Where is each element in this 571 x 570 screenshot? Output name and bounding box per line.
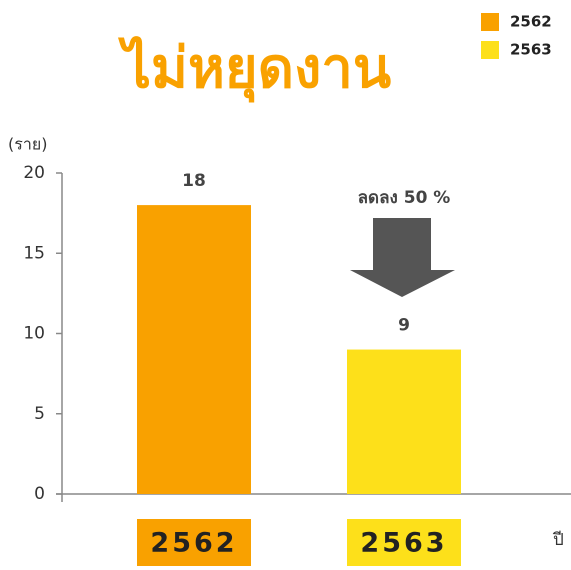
legend-label: 2563 [510,41,552,59]
legend-swatch [481,13,499,31]
y-tick-label: 15 [23,243,45,263]
data-label: 18 [182,171,206,191]
annotation: ลดลง 50 % [358,188,451,208]
arrow [350,218,455,297]
bar [137,205,251,494]
x-axis-label: ปี [552,530,564,550]
x-tick-label: 2563 [360,528,447,559]
chart-title: ไม่หยุดงาน [118,35,391,103]
y-tick-label: 5 [34,404,45,424]
y-tick-label: 0 [34,484,45,504]
legend-label: 2562 [510,13,552,31]
category-box [137,519,251,566]
x-tick-label: 2562 [150,528,237,559]
legend-swatch [481,41,499,59]
y-axis-label: (ราย) [8,135,47,154]
y-tick-label: 20 [23,163,45,183]
y-tick-label: 10 [23,324,45,344]
data-label: 9 [398,316,410,336]
category-box [347,519,461,566]
bar [347,349,461,494]
